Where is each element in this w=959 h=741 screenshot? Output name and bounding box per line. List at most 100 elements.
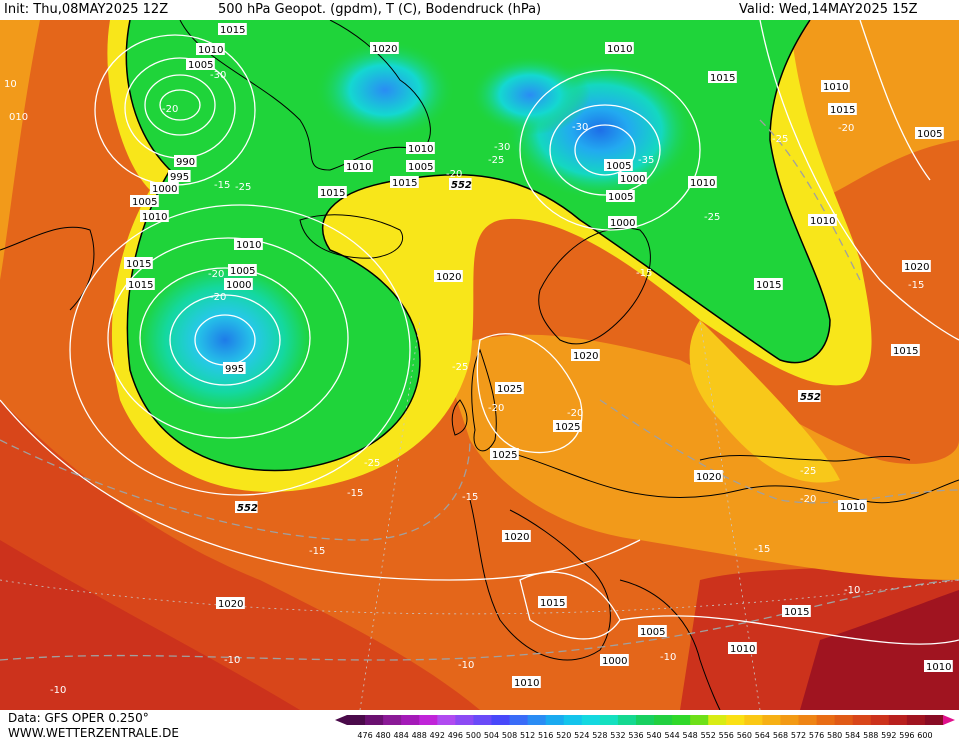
pressure-label: 1015 xyxy=(708,71,737,84)
pressure-label: 1015 xyxy=(318,186,347,199)
pressure-label-text: 1000 xyxy=(602,656,627,667)
pressure-label-text: 1015 xyxy=(126,259,151,270)
colorbar-tick-label: 592 xyxy=(881,731,896,740)
pressure-label: 1005 xyxy=(915,127,944,140)
pressure-label-box xyxy=(638,625,667,637)
colorbar-swatch xyxy=(726,715,745,725)
colorbar-swatch xyxy=(870,715,890,725)
colorbar-swatch xyxy=(455,715,474,725)
pressure-label-box xyxy=(234,238,263,250)
pressure-label: 1015 xyxy=(828,103,857,116)
pressure-label-text: 1015 xyxy=(756,280,781,291)
colorbar-tick-label: 564 xyxy=(755,731,770,740)
geopotential-label-box xyxy=(449,178,472,190)
temperature-label-text: -20 xyxy=(488,403,504,414)
temperature-label-text: -15 xyxy=(309,546,325,557)
temperature-label: -10 xyxy=(660,652,676,663)
temperature-label-text: -25 xyxy=(235,182,251,193)
pressure-label: 1010 xyxy=(196,43,225,56)
temperature-label: -20 xyxy=(800,494,816,505)
pressure-label-box xyxy=(782,605,811,617)
pressure-label-text: 1010 xyxy=(926,662,951,673)
colorbar-swatch xyxy=(654,715,673,725)
pressure-label-box xyxy=(538,596,567,608)
pressure-label-box xyxy=(218,23,247,35)
pressure-label-box xyxy=(828,103,857,115)
temperature-label-text: -15 xyxy=(347,488,363,499)
pressure-label: 1010 xyxy=(838,500,867,513)
pressure-label-box xyxy=(490,448,519,460)
grid-latitude-1 xyxy=(0,579,959,615)
yellow-band-east xyxy=(689,320,840,483)
pressure-label: 1020 xyxy=(902,260,931,273)
pressure-label: 1020 xyxy=(434,270,463,283)
colorbar-swatches xyxy=(335,715,955,725)
pressure-label-text: 1000 xyxy=(152,184,177,195)
colorbar-swatch xyxy=(690,715,709,725)
colorbar-swatch xyxy=(852,715,872,725)
pressure-label-box xyxy=(902,260,931,272)
temperature-label-text: -20 xyxy=(567,408,583,419)
pressure-label-text: 1010 xyxy=(408,144,433,155)
pressure-label-box xyxy=(150,182,179,194)
edge-pressure-label: 010 xyxy=(9,112,28,123)
pressure-label: 1020 xyxy=(216,597,245,610)
pressure-label-box xyxy=(553,420,582,432)
pressure-label-box xyxy=(605,42,634,54)
pressure-label-text: 1015 xyxy=(710,73,735,84)
pressure-label-text: 1015 xyxy=(830,105,855,116)
ireland-coast xyxy=(451,399,468,436)
pressure-label-text: 1010 xyxy=(810,216,835,227)
pressure-label-box xyxy=(406,142,435,154)
pressure-label-text: 1020 xyxy=(372,44,397,55)
pressure-label-text: 1005 xyxy=(608,192,633,203)
pressure-label-text: 1020 xyxy=(436,272,461,283)
colorbar-swatch xyxy=(509,715,529,725)
iberia-coast xyxy=(469,499,611,661)
colorbar-tick-label: 496 xyxy=(448,731,463,740)
pressure-label: 1005 xyxy=(186,58,215,71)
pressure-label-box xyxy=(708,71,737,83)
pressure-label-text: 1015 xyxy=(392,178,417,189)
pressure-label: 1010 xyxy=(512,676,541,689)
temperature-label-text: -25 xyxy=(452,362,468,373)
pressure-label: 995 xyxy=(168,170,191,183)
temperature-label-text: -10 xyxy=(660,652,676,663)
pressure-label: 1025 xyxy=(495,382,524,395)
pressure-label-text: 1010 xyxy=(690,178,715,189)
isotherm-minus-10-south xyxy=(0,579,959,661)
label-layer: 1015101010059909951000100510101015102010… xyxy=(4,23,953,696)
colorbar-swatch xyxy=(816,715,836,725)
weather-map: 1015101010059909951000100510101015102010… xyxy=(0,20,959,710)
colorbar-tick-label: 492 xyxy=(430,731,445,740)
pressure-label: 1015 xyxy=(782,605,811,618)
isobars xyxy=(0,20,959,645)
colorbar-swatch xyxy=(780,715,800,725)
temperature-label: -30 xyxy=(210,70,226,81)
colorbar-tick-label: 524 xyxy=(574,731,589,740)
colorbar-tick-label: 580 xyxy=(827,731,842,740)
geopotential-label-box xyxy=(235,501,258,513)
pressure-label-text: 1010 xyxy=(142,212,167,223)
contour-552 xyxy=(125,20,831,472)
colorbar-legend: 476 480 484 488 492 496 500 504 508 512 516 520 524 5… xyxy=(335,715,955,740)
pressure-label: 1015 xyxy=(218,23,247,36)
pressure-label-box xyxy=(223,362,246,374)
isobar-1010-east xyxy=(759,20,959,341)
isobar-1010-south-east xyxy=(619,615,959,645)
pressure-label: 1020 xyxy=(571,349,600,362)
colorbar-tick-label: 576 xyxy=(809,731,824,740)
pressure-label-box xyxy=(216,597,245,609)
pressure-label-box xyxy=(754,278,783,290)
temperature-label: -15 xyxy=(462,492,478,503)
colorbar-tick-label: 548 xyxy=(683,731,698,740)
colorbar-swatch xyxy=(798,715,818,725)
map-title: 500 hPa Geopot. (gpdm), T (C), Bodendruc… xyxy=(218,2,542,17)
isobar-1005-atlantic xyxy=(139,267,311,409)
colorbar-swatch xyxy=(834,715,854,725)
pressure-label-text: 1020 xyxy=(504,532,529,543)
colorbar-tick-label: 520 xyxy=(556,731,571,740)
pressure-label-text: 1005 xyxy=(230,266,255,277)
pressure-label-text: 1005 xyxy=(640,627,665,638)
pressure-label: 1000 xyxy=(150,182,179,195)
